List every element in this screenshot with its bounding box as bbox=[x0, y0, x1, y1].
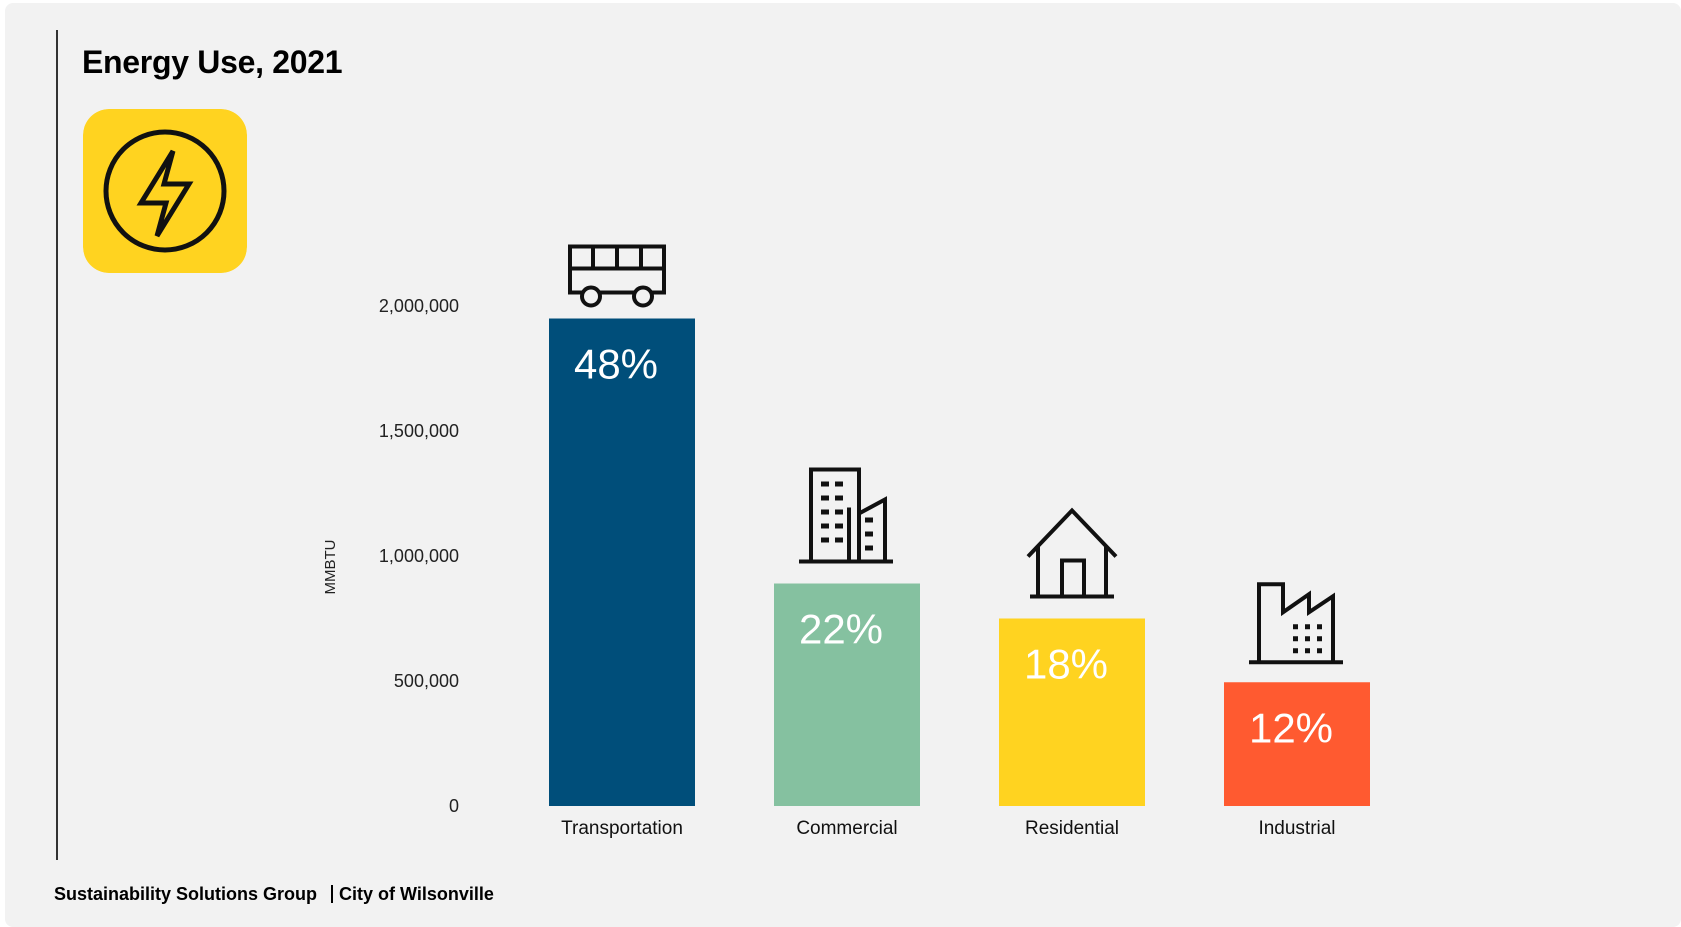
bus-icon bbox=[568, 244, 666, 308]
x-tick-label: Residential bbox=[1025, 818, 1119, 839]
house-icon bbox=[1026, 507, 1118, 599]
bar-commercial bbox=[774, 583, 920, 806]
bar-percent-label: 22% bbox=[799, 606, 883, 653]
y-axis-title: MMBTU bbox=[322, 540, 339, 595]
bar-transportation bbox=[549, 318, 695, 806]
y-tick-label: 1,500,000 bbox=[379, 421, 459, 441]
left-rule bbox=[56, 30, 58, 860]
footer-source: Sustainability Solutions Group bbox=[54, 884, 318, 904]
y-tick-label: 500,000 bbox=[394, 671, 459, 691]
factory-icon bbox=[1249, 582, 1343, 665]
x-tick-label: Transportation bbox=[561, 818, 683, 839]
office-building-icon bbox=[799, 467, 893, 564]
x-tick-label: Industrial bbox=[1258, 818, 1335, 839]
y-tick-label: 2,000,000 bbox=[379, 296, 459, 316]
bar-chart: MMBTU 0 500,000 1,000,000 1,500,000 2,000,00… bbox=[322, 244, 1370, 839]
y-tick-label: 0 bbox=[449, 796, 459, 816]
x-tick-label: Commercial bbox=[796, 818, 897, 839]
bar-percent-label: 18% bbox=[1024, 641, 1108, 688]
y-tick-label: 1,000,000 bbox=[379, 546, 459, 566]
footer: Sustainability Solutions Group City of Wi… bbox=[54, 884, 494, 905]
bar-percent-label: 48% bbox=[574, 341, 658, 388]
footer-client: City of Wilsonville bbox=[339, 884, 494, 904]
chart-title: Energy Use, 2021 bbox=[82, 44, 343, 80]
footer-separator bbox=[331, 885, 334, 903]
bar-percent-label: 12% bbox=[1249, 704, 1333, 751]
lightning-bolt-icon bbox=[83, 109, 247, 273]
bar-industrial bbox=[1224, 682, 1370, 806]
bar-residential bbox=[999, 618, 1145, 806]
